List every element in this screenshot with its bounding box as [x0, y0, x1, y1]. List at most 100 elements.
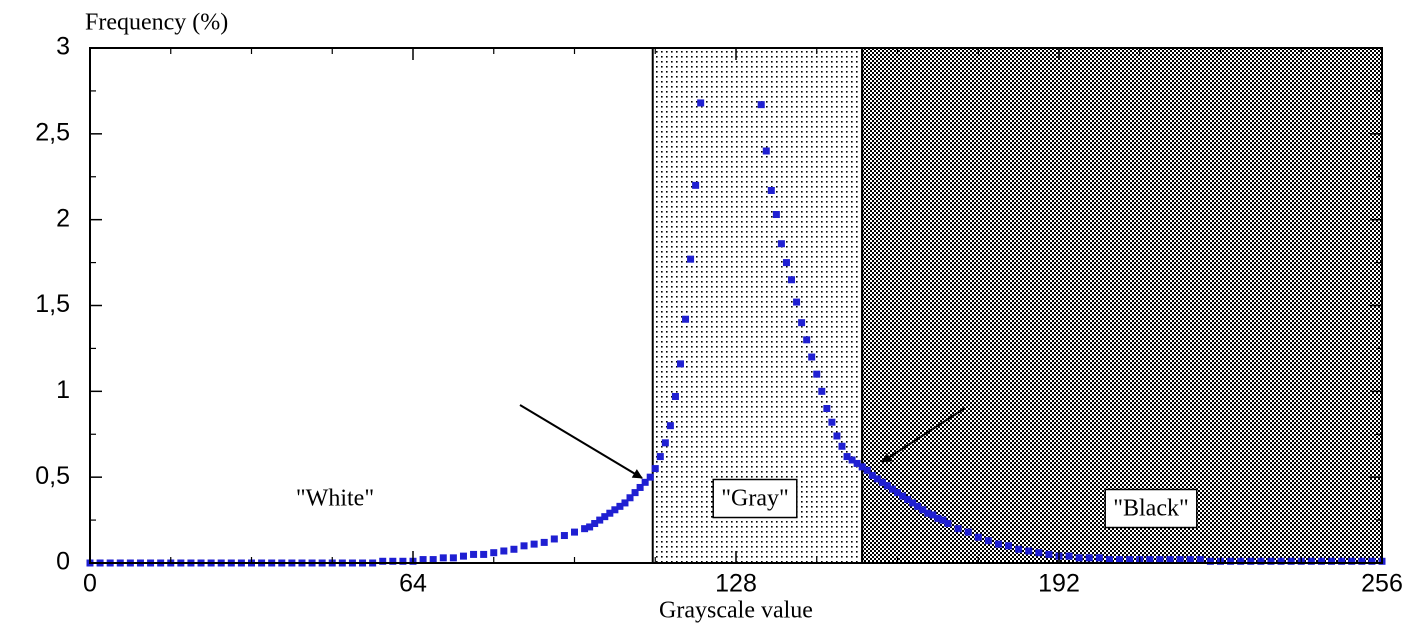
y-tick-label: 1,5	[35, 290, 70, 318]
point	[1116, 556, 1124, 564]
point	[1277, 557, 1285, 565]
region-label: "Gray"	[721, 486, 789, 512]
x-tick-label: 192	[1038, 570, 1080, 598]
point	[813, 370, 821, 378]
point	[1328, 557, 1336, 565]
point	[606, 509, 614, 517]
point	[888, 485, 896, 493]
point	[581, 525, 589, 533]
point	[823, 405, 831, 412]
x-tick-label: 256	[1361, 570, 1403, 598]
point	[1227, 557, 1235, 565]
point	[621, 499, 629, 507]
point	[611, 506, 619, 514]
region	[90, 48, 653, 563]
point	[1237, 557, 1245, 565]
point	[571, 528, 578, 536]
point	[939, 516, 947, 524]
point	[853, 459, 861, 467]
point	[1368, 557, 1376, 565]
point	[530, 540, 538, 548]
point	[793, 298, 801, 306]
point	[1085, 554, 1093, 562]
y-tick-label: 0	[56, 548, 70, 576]
point	[994, 540, 1002, 548]
point	[641, 478, 649, 486]
point	[419, 556, 427, 564]
point	[904, 495, 912, 503]
point	[762, 147, 770, 155]
point	[777, 240, 785, 248]
point	[1156, 556, 1164, 564]
point	[596, 516, 604, 524]
point	[1146, 556, 1154, 564]
point	[651, 465, 659, 473]
point	[924, 509, 932, 517]
point	[692, 181, 700, 189]
point	[636, 483, 644, 491]
point	[848, 456, 856, 464]
point	[883, 482, 891, 490]
arrow	[519, 404, 643, 479]
y-tick-label: 2,5	[35, 118, 70, 146]
point	[788, 276, 796, 284]
point	[1045, 550, 1053, 558]
point	[616, 502, 624, 510]
point	[1287, 557, 1295, 565]
y-axis-label: Frequency (%)	[85, 10, 228, 36]
point	[389, 557, 397, 565]
point	[1126, 556, 1134, 564]
point	[1105, 556, 1113, 564]
point	[429, 556, 437, 564]
point	[838, 442, 846, 450]
point	[449, 554, 457, 562]
point	[1247, 557, 1255, 565]
point	[954, 525, 962, 533]
point	[671, 392, 679, 400]
point	[1257, 557, 1265, 565]
point	[798, 319, 806, 327]
point	[687, 255, 695, 263]
point	[379, 557, 387, 565]
point	[868, 471, 876, 479]
y-tick-label: 1	[56, 376, 70, 404]
point	[459, 552, 467, 560]
point	[520, 542, 528, 550]
point	[490, 549, 498, 557]
label-box	[1104, 488, 1198, 529]
region	[651, 47, 864, 564]
point	[1025, 547, 1033, 555]
point	[661, 439, 669, 447]
point	[934, 514, 942, 522]
point	[894, 489, 901, 497]
region	[861, 47, 1383, 564]
point	[767, 186, 775, 194]
point	[833, 432, 841, 440]
point	[439, 554, 447, 562]
label-box	[712, 478, 798, 519]
point	[682, 315, 690, 323]
point	[1095, 554, 1103, 562]
region-label: "Black"	[1113, 496, 1189, 522]
point	[1267, 557, 1275, 565]
point	[1065, 552, 1073, 560]
point	[1307, 557, 1315, 565]
point	[914, 502, 922, 510]
point	[772, 211, 780, 219]
point	[909, 499, 917, 507]
point	[480, 550, 488, 558]
point	[586, 523, 594, 531]
point	[470, 550, 478, 558]
x-tick-label: 0	[83, 570, 97, 598]
point	[899, 492, 907, 500]
point	[974, 533, 982, 541]
point	[591, 520, 599, 528]
point	[757, 101, 765, 109]
point	[510, 545, 518, 553]
point	[500, 547, 508, 555]
point	[828, 418, 836, 426]
point	[1005, 542, 1013, 550]
point	[1075, 554, 1083, 562]
x-axis-label: Grayscale value	[659, 598, 813, 624]
